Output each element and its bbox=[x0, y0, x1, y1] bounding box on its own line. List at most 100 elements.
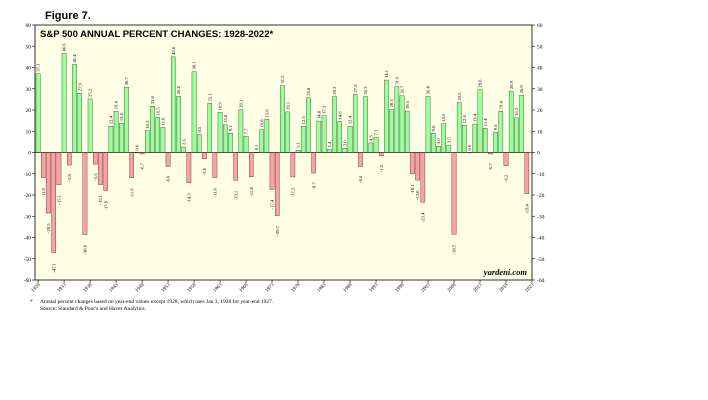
bar-label-1957: -14.3 bbox=[186, 193, 191, 203]
bar-label-1977: -11.5 bbox=[290, 187, 295, 197]
bar-1975 bbox=[280, 85, 285, 153]
y-tick-label-left: 50 bbox=[26, 44, 32, 50]
bar-label-1947: 0.0 bbox=[135, 144, 140, 150]
bar-label-1993: 7.1 bbox=[374, 129, 379, 135]
x-tick-label: 1958 bbox=[187, 283, 198, 294]
x-tick-label: 1993 bbox=[369, 283, 380, 294]
bar-label-1986: 14.6 bbox=[337, 111, 342, 120]
bar-label-1948: -0.7 bbox=[140, 162, 145, 170]
bar-1950 bbox=[150, 106, 155, 153]
x-tick-label: 2018 bbox=[499, 283, 510, 294]
bar-label-2009: 23.5 bbox=[457, 92, 462, 101]
bar-1997 bbox=[394, 86, 400, 153]
x-tick-label: 1928 bbox=[31, 283, 42, 294]
y-tick-label-right: 60 bbox=[537, 23, 543, 29]
bar-1944 bbox=[119, 123, 124, 153]
bar-label-1929: -11.8 bbox=[41, 187, 46, 197]
footnote-text: Annual percent changes based on year-end… bbox=[40, 299, 274, 305]
y-tick-label-right: 40 bbox=[537, 66, 543, 72]
bar-label-2021: 26.9 bbox=[519, 85, 524, 94]
bar-1993 bbox=[373, 137, 379, 153]
y-tick-label-right: -60 bbox=[537, 278, 545, 284]
y-tick-label-left: 40 bbox=[26, 66, 32, 72]
bar-1972 bbox=[264, 119, 270, 153]
bar-2000 bbox=[410, 152, 415, 175]
bar-label-2018: -6.2 bbox=[504, 174, 509, 182]
bar-label-2016: 9.5 bbox=[493, 124, 498, 130]
bar-label-2019: 28.9 bbox=[509, 80, 514, 89]
bar-label-1936: 27.9 bbox=[77, 82, 82, 91]
bar-label-2007: 3.5 bbox=[446, 137, 451, 143]
bar-label-1979: 12.3 bbox=[301, 116, 306, 125]
bar-1928 bbox=[35, 73, 41, 153]
footnote-marker: * bbox=[30, 299, 33, 305]
chart-title: S&P 500 ANNUAL PERCENT CHANGES: 1928-202… bbox=[40, 29, 273, 40]
bar-1940 bbox=[98, 152, 103, 185]
bar-label-1999: 19.5 bbox=[405, 100, 410, 109]
bar-label-1980: 25.8 bbox=[306, 87, 311, 96]
x-tick-label: 1943 bbox=[109, 283, 120, 294]
bar-1946 bbox=[129, 152, 134, 178]
bar-label-1932: -15.1 bbox=[57, 194, 62, 204]
bar-label-1943: 19.4 bbox=[114, 101, 119, 110]
bar-label-1987: 2.0 bbox=[342, 140, 347, 146]
bar-label-2013: 29.6 bbox=[478, 79, 483, 88]
bar-label-1982: 14.8 bbox=[316, 110, 321, 119]
bar-label-1995: 34.1 bbox=[384, 69, 389, 78]
bar-1930 bbox=[46, 152, 51, 214]
bar-labels-group: 37.1 -11.8 -28.5 -47.1 -15.1 46.6 -5.9 41.4 27.9… bbox=[36, 43, 530, 273]
bar-label-1937: -38.6 bbox=[83, 244, 88, 254]
bar-label-1976: 19.1 bbox=[285, 101, 290, 110]
bar-chart: 37.1 -11.8 -28.5 -47.1 -15.1 46.6 -5.9 41.4 27.9… bbox=[24, 23, 545, 294]
y-tick-label-left: 0 bbox=[28, 151, 31, 157]
bar-label-2015: -0.7 bbox=[488, 162, 493, 170]
x-tick-label: 1973 bbox=[265, 283, 276, 294]
bar-label-1963: 18.9 bbox=[218, 102, 223, 111]
y-tick-label-left: -40 bbox=[24, 236, 32, 242]
y-tick-label-left: 60 bbox=[26, 23, 32, 29]
bar-2017 bbox=[498, 111, 504, 153]
bar-label-1953: -6.6 bbox=[166, 175, 171, 183]
x-tick-label: 2023 bbox=[525, 283, 536, 294]
bar-label-2002: -23.4 bbox=[420, 212, 425, 222]
x-tick-label: 2013 bbox=[473, 283, 484, 294]
bar-label-2003: 26.4 bbox=[426, 86, 431, 95]
bar-1929 bbox=[41, 152, 46, 178]
bar-label-1939: -5.5 bbox=[93, 173, 98, 181]
bar-label-1944: 13.8 bbox=[119, 112, 124, 121]
bar-2019 bbox=[508, 90, 514, 153]
bars-group bbox=[35, 53, 530, 253]
y-tick-label-left: -30 bbox=[24, 214, 32, 220]
bar-label-1949: 10.3 bbox=[145, 120, 150, 129]
bar-2020 bbox=[514, 117, 519, 153]
bar-2016 bbox=[493, 132, 498, 153]
bar-1988 bbox=[347, 126, 353, 153]
bar-label-1990: -6.6 bbox=[358, 175, 363, 183]
bar-label-1997: 31.0 bbox=[394, 76, 399, 85]
y-tick-label-right: 10 bbox=[537, 129, 543, 135]
bar-label-1985: 26.3 bbox=[332, 86, 337, 95]
bar-label-1991: 26.3 bbox=[363, 86, 368, 95]
bar-1932 bbox=[56, 152, 62, 185]
bar-label-1955: 26.4 bbox=[176, 86, 181, 95]
bar-1991 bbox=[363, 96, 368, 153]
bar-label-2022: -19.4 bbox=[524, 203, 529, 213]
bar-1985 bbox=[332, 96, 337, 153]
y-tick-label-right: 0 bbox=[537, 151, 540, 157]
bar-label-1952: 11.8 bbox=[160, 117, 165, 126]
bar-1934 bbox=[67, 152, 72, 166]
bar-label-1934: -5.9 bbox=[67, 173, 72, 181]
bar-1980 bbox=[306, 97, 311, 153]
bar-1996 bbox=[389, 109, 394, 153]
bar-1958 bbox=[191, 71, 197, 153]
y-axis-right: -60 -50 -40 -30 -20 -10 0 10 20 30 40 50 60 bbox=[532, 23, 545, 284]
bar-1979 bbox=[300, 126, 306, 153]
x-tick-label: 1963 bbox=[213, 283, 224, 294]
bar-1998 bbox=[399, 95, 405, 153]
bar-1984 bbox=[326, 149, 332, 153]
x-tick-label: 1933 bbox=[57, 283, 68, 294]
bar-2021 bbox=[519, 95, 524, 153]
bar-label-1945: 30.7 bbox=[124, 77, 129, 86]
y-tick-label-right: -50 bbox=[537, 257, 545, 263]
bar-label-1970: 0.1 bbox=[254, 144, 259, 150]
